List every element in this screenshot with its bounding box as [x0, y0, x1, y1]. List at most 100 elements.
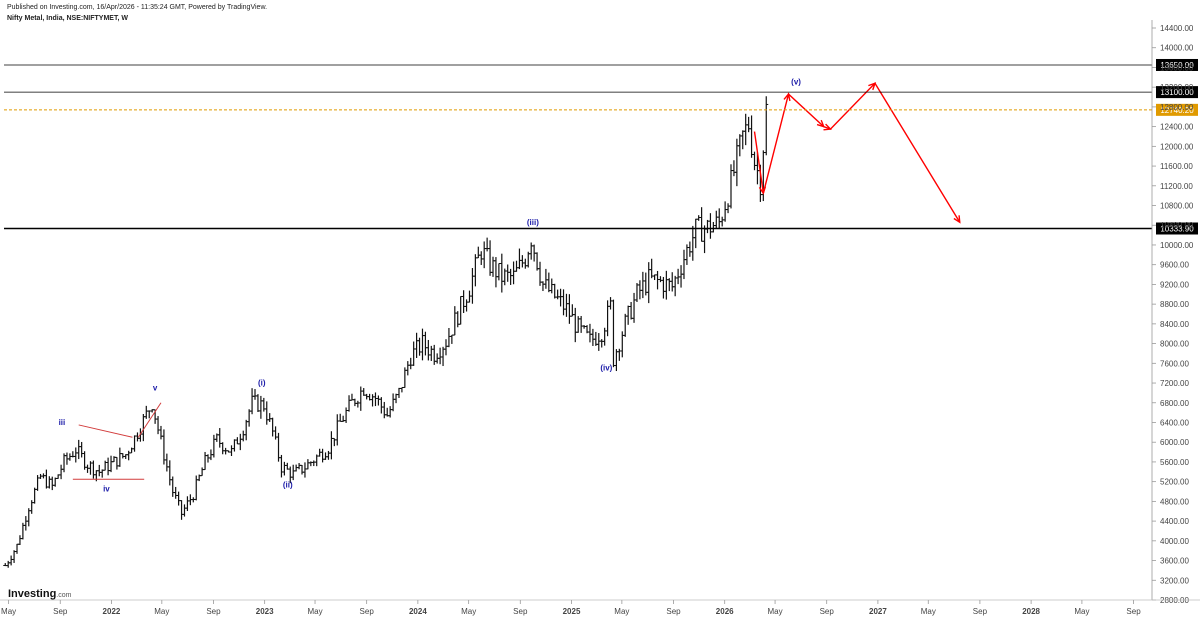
ohlc-bar: [623, 313, 628, 337]
ohlc-bar: [176, 491, 181, 506]
ohlc-bar: [649, 258, 654, 279]
projection-arrowhead: [823, 123, 832, 131]
ohlc-bar: [338, 413, 343, 422]
ohlc-bar: [690, 225, 695, 261]
price-tick-label: 7200.00: [1160, 379, 1189, 388]
ohlc-bar: [59, 464, 64, 480]
ohlc-bar: [670, 272, 675, 292]
ohlc-bar: [605, 300, 610, 337]
ohlc-bar: [335, 414, 340, 446]
price-levels: 13650.00 13100.00 12740.20 10333.90: [4, 58, 1198, 235]
ohlc-bar: [106, 457, 111, 476]
ohlc-bar: [117, 447, 122, 467]
ohlc-bar: [658, 276, 663, 283]
ohlc-bar: [47, 476, 52, 489]
ohlc-bar: [723, 201, 728, 222]
price-tick-label: 7600.00: [1160, 359, 1189, 368]
ohlc-bar: [405, 361, 410, 376]
ohlc-bar: [358, 386, 363, 411]
ohlc-bar: [9, 555, 14, 566]
ohlc-bar: [693, 218, 698, 249]
ohlc-bar: [743, 113, 748, 146]
ohlc-bar: [708, 213, 713, 239]
ohlc-bar: [535, 252, 540, 271]
ohlc-bar: [235, 437, 240, 445]
published-line: Published on Investing.com, 16/Apr/2026 …: [7, 4, 268, 11]
ohlc-bar: [120, 453, 125, 459]
ohlc-bar: [731, 160, 736, 177]
ohlc-bar: [652, 274, 657, 281]
price-tick-label: 13200.00: [1160, 83, 1194, 92]
ohlc-bar: [247, 409, 252, 427]
investing-logo: Investing.com: [8, 588, 72, 600]
ohlc-bar: [258, 395, 263, 419]
ohlc-bar: [637, 280, 642, 300]
ohlc-bar: [138, 428, 143, 442]
time-tick-label: May: [307, 607, 322, 616]
ohlc-bar: [561, 289, 566, 316]
ohlc-bar: [432, 344, 437, 365]
ohlc-bar: [232, 439, 237, 452]
time-tick-label: May: [154, 607, 169, 616]
ohlc-bar: [514, 260, 519, 272]
time-tick-label: 2025: [563, 607, 581, 616]
ohlc-bar: [555, 289, 560, 300]
time-tick-label: 2026: [716, 607, 734, 616]
ohlc-bar: [217, 428, 222, 448]
wave-label: (i): [258, 379, 266, 388]
ohlc-bar: [261, 397, 266, 412]
ohlc-bar: [714, 210, 719, 229]
price-axis: 2800.00 3200.00 3600.00 4000.00 4400.00 4800.…: [1151, 20, 1194, 605]
wave-label: v: [153, 383, 158, 392]
ohlc-bar: [699, 207, 704, 242]
ohlc-bar: [752, 151, 757, 171]
ohlc-bar: [267, 413, 272, 422]
ohlc-bar: [170, 476, 175, 497]
ohlc-bar: [717, 208, 722, 229]
price-tick-label: 13600.00: [1160, 63, 1194, 72]
ohlc-bar: [67, 453, 72, 461]
ohlc-bar: [347, 395, 352, 412]
time-tick-label: Sep: [973, 607, 988, 616]
price-tick-label: 8000.00: [1160, 340, 1189, 349]
time-tick-label: 2028: [1022, 607, 1040, 616]
ohlc-bar: [461, 290, 466, 314]
level-label-bg: [1156, 103, 1198, 116]
ohlc-bar: [681, 249, 686, 280]
ohlc-bar: [379, 397, 384, 414]
ohlc-bar: [452, 306, 457, 336]
ohlc-bar: [97, 464, 102, 477]
ohlc-bar: [482, 241, 487, 269]
ohlc-bar: [114, 456, 119, 470]
wave-label: (v): [791, 78, 801, 87]
ohlc-bar: [567, 294, 572, 324]
annotations: v iii iv (i) (ii) (iii) (iv) (v): [59, 78, 961, 494]
ohlc-bar: [599, 339, 604, 348]
ohlc-bar: [300, 464, 305, 475]
projection-arrowhead: [868, 82, 877, 91]
ohlc-bar: [517, 248, 522, 270]
ohlc-bar: [529, 242, 534, 260]
ohlc-bar: [661, 276, 666, 299]
time-tick-label: May: [1, 607, 16, 616]
ohlc-bar: [596, 333, 601, 351]
wave-label: iii: [59, 418, 66, 427]
time-tick-label: Sep: [666, 607, 681, 616]
price-tick-label: 6400.00: [1160, 418, 1189, 427]
symbol-title: Nifty Metal, India, NSE:NIFTYMET, W: [7, 15, 128, 22]
wave-label: (iv): [600, 364, 612, 373]
ohlc-bar: [611, 299, 616, 368]
ohlc-bar: [50, 476, 55, 491]
price-tick-label: 2800.00: [1160, 596, 1189, 605]
time-tick-label: 2023: [256, 607, 274, 616]
ohlc-bar: [564, 293, 569, 317]
price-tick-label: 3600.00: [1160, 557, 1189, 566]
ohlc-bar: [399, 386, 404, 393]
ohlc-bar: [764, 96, 769, 156]
ohlc-bar: [203, 451, 208, 471]
ohlc-bar: [441, 346, 446, 367]
ohlc-bar: [485, 237, 490, 252]
ohlc-bar: [587, 323, 592, 343]
ohlc-bar: [211, 434, 216, 458]
